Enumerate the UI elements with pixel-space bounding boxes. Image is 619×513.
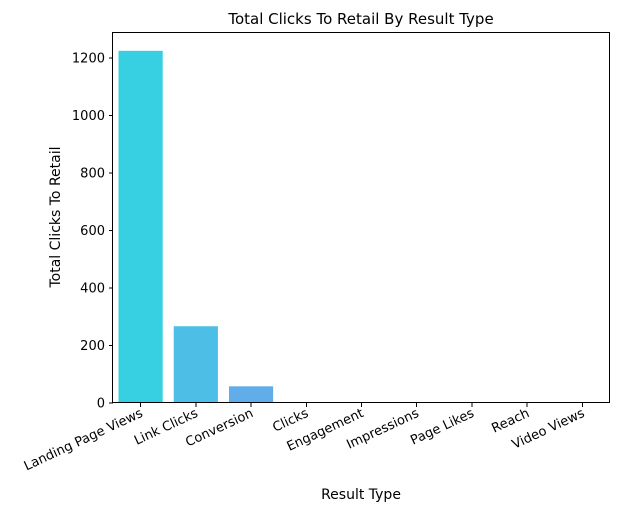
y-axis: 0 200 400 600 800 1000 1200 <box>72 52 113 412</box>
y-tick-label: 200 <box>80 339 105 354</box>
bar-link-clicks <box>173 326 218 403</box>
y-tick-label: 400 <box>80 282 105 297</box>
y-tick-label: 1000 <box>72 109 105 124</box>
bar-conversion <box>228 386 274 403</box>
y-tick-label: 0 <box>97 397 105 412</box>
y-tick-label: 600 <box>80 224 105 239</box>
y-tick-label: 1200 <box>72 52 105 67</box>
x-tick-label: Landing Page Views <box>22 406 146 474</box>
x-tick-label: Page Likes <box>408 406 476 449</box>
y-axis-label: Total Clicks To Retail <box>48 147 64 289</box>
x-axis-label: Result Type <box>321 487 401 503</box>
chart-title: Total Clicks To Retail By Result Type <box>227 10 493 28</box>
bar-landing-page-views <box>118 50 163 403</box>
bars-group <box>118 50 274 403</box>
plot-frame <box>112 32 610 403</box>
y-tick-label: 800 <box>80 167 105 182</box>
